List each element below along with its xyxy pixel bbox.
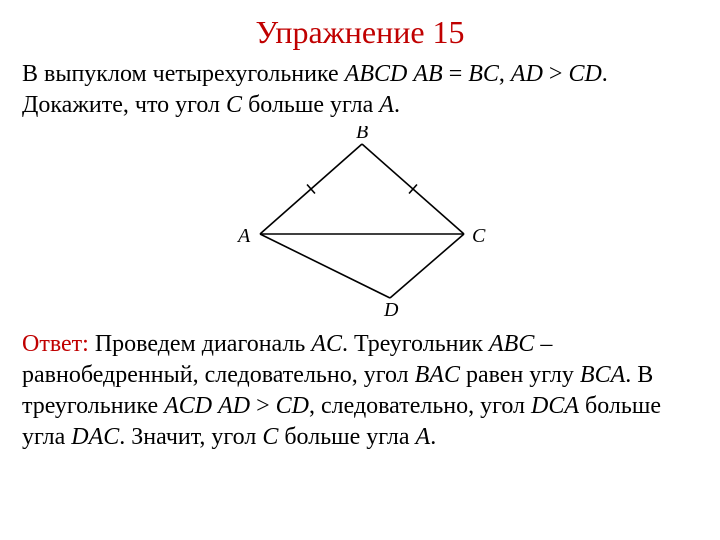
var-AC: AC bbox=[311, 331, 342, 357]
answer-label: Ответ: bbox=[22, 331, 89, 357]
problem-text: В выпуклом четырехугольнике ABCD AB = BC… bbox=[22, 59, 698, 120]
svg-text:C: C bbox=[472, 225, 486, 247]
answer-part: > bbox=[250, 393, 276, 419]
var-AD: AD bbox=[511, 61, 543, 87]
answer-part: Проведем диагональ bbox=[89, 331, 312, 357]
answer-part: . Треугольник bbox=[342, 331, 489, 357]
var-DCA: DCA bbox=[531, 393, 579, 419]
svg-text:A: A bbox=[236, 225, 251, 247]
problem-part: В выпуклом четырехугольнике bbox=[22, 61, 345, 87]
var-AD2: AD bbox=[218, 393, 250, 419]
var-A: A bbox=[379, 92, 394, 118]
quadrilateral-diagram: A B C D bbox=[220, 126, 500, 316]
problem-part: Докажите, что угол bbox=[22, 92, 226, 118]
var-Cfin: C bbox=[262, 424, 278, 450]
var-BC: BC bbox=[468, 61, 499, 87]
answer-part: , следовательно, угол bbox=[309, 393, 531, 419]
problem-part: , bbox=[499, 61, 511, 87]
var-DAC: DAC bbox=[71, 424, 119, 450]
var-Afin: A bbox=[416, 424, 431, 450]
problem-part: . bbox=[602, 61, 608, 87]
problem-part: > bbox=[543, 61, 569, 87]
answer-part: . bbox=[430, 424, 436, 450]
answer-text: Ответ: Проведем диагональ AC. Треугольни… bbox=[22, 329, 698, 452]
figure-container: A B C D bbox=[22, 126, 698, 321]
var-C: C bbox=[226, 92, 242, 118]
problem-part: больше угла bbox=[242, 92, 379, 118]
answer-part: больше угла bbox=[278, 424, 415, 450]
answer-part: равен углу bbox=[460, 362, 580, 388]
var-ABC: ABC bbox=[489, 331, 534, 357]
problem-part: . bbox=[394, 92, 400, 118]
var-ABCD: ABCD bbox=[345, 61, 408, 87]
var-ACD: ACD bbox=[164, 393, 212, 419]
svg-text:D: D bbox=[383, 299, 399, 316]
answer-part: . Значит, угол bbox=[119, 424, 262, 450]
var-BCA: BCA bbox=[580, 362, 625, 388]
exercise-title: Упражнение 15 bbox=[22, 14, 698, 51]
problem-part: = bbox=[443, 61, 469, 87]
exercise-title-text: Упражнение 15 bbox=[255, 14, 464, 50]
var-AB: AB bbox=[413, 61, 442, 87]
var-BAC: BAC bbox=[415, 362, 460, 388]
var-CD: CD bbox=[568, 61, 601, 87]
svg-text:B: B bbox=[356, 126, 368, 143]
var-CD2: CD bbox=[276, 393, 309, 419]
